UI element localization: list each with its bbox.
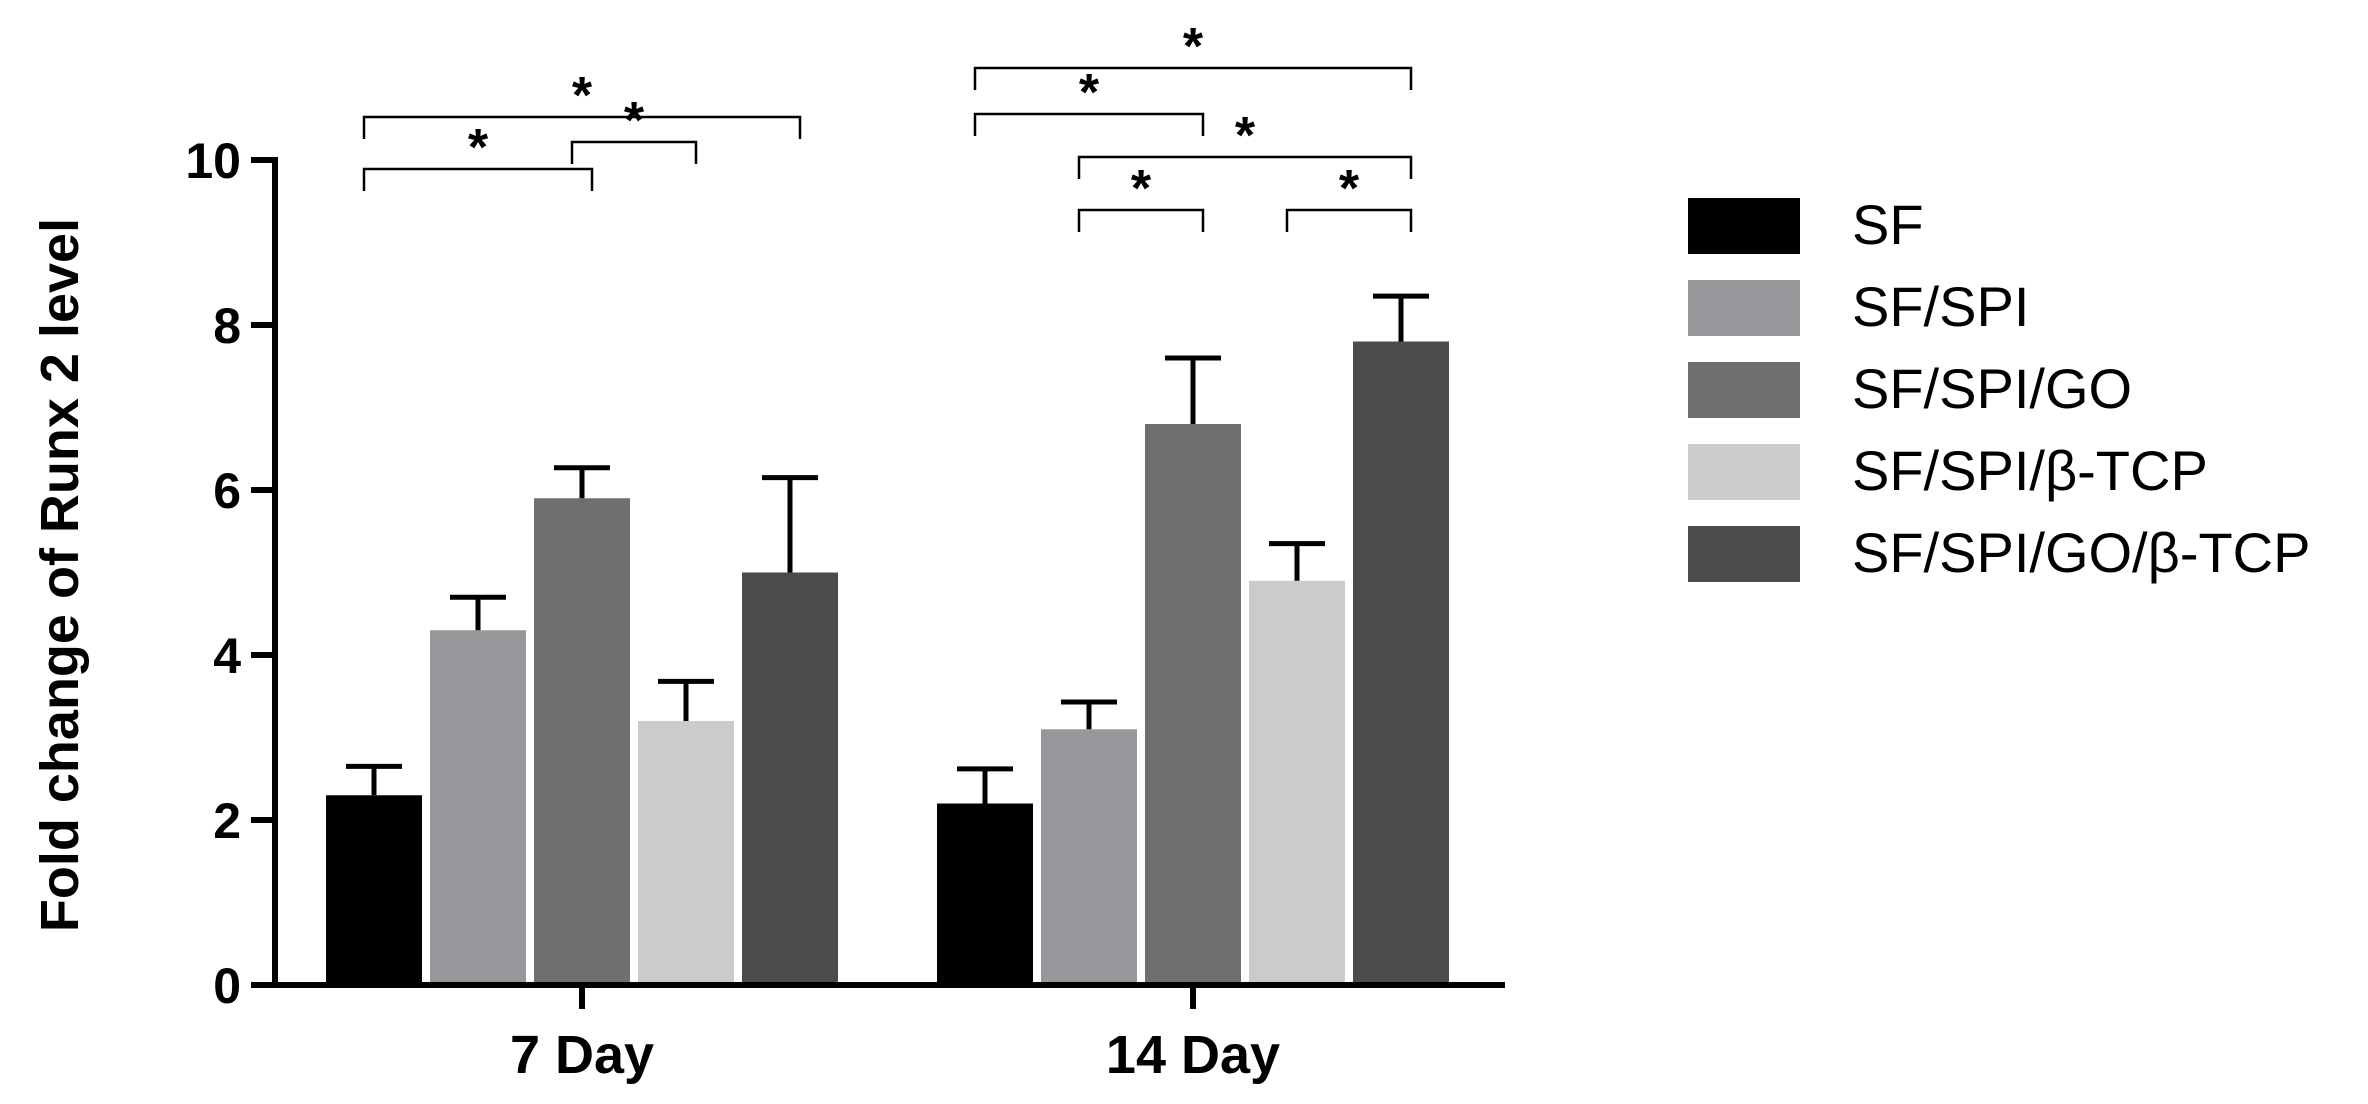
significance-bracket [1077,155,1413,179]
significance-star: * [1183,18,1204,76]
x-category-label: 7 Day [510,1025,654,1085]
y-tick-label: 4 [213,628,241,684]
significance-star: * [1235,107,1256,165]
y-axis-title: Fold change of Runx 2 level [30,218,90,932]
legend-label: SF/SPI/GO/β-TCP [1852,521,2310,584]
legend-swatch [1688,444,1800,500]
bar-sf-spi-tcp-7-day [638,721,734,985]
bar-sf-spi-go-14-day [1145,424,1241,985]
legend-swatch [1688,198,1800,254]
legend-label: SF/SPI/GO [1852,357,2132,420]
significance-bracket [973,66,1413,90]
significance-star: * [1339,160,1360,218]
y-tick-label: 0 [213,958,241,1014]
y-tick-label: 2 [213,793,241,849]
bar-sf-spi-7-day [430,630,526,985]
legend-label: SF/SPI [1852,275,2029,338]
significance-bracket [1077,208,1205,232]
significance-star: * [1079,64,1100,122]
bar-sf-7-day [326,795,422,985]
bar-sf-spi-go-7-day [534,498,630,985]
axes: 0 2 4 6 8 10 7 Day 14 Day [185,133,1505,1085]
significance-bracket [362,115,802,139]
y-tick-label: 10 [185,133,241,189]
significance-bracket [1285,208,1413,232]
significance-bracket [570,140,698,164]
legend-label: SF [1852,193,1924,256]
bar-sf-spi-go-tcp-7-day [742,572,838,985]
y-tick-label: 8 [213,298,241,354]
significance-bracket [973,112,1205,136]
significance-star: * [1131,160,1152,218]
significance-star: * [624,92,645,150]
error-bars [346,293,1429,804]
bar-sf-spi-14-day [1041,729,1137,985]
significance-bracket [362,167,594,191]
y-tick-label: 6 [213,463,241,519]
legend-swatch [1688,362,1800,418]
legend-label: SF/SPI/β-TCP [1852,439,2208,502]
legend: SF SF/SPI SF/SPI/GO SF/SPI/β-TCP SF/SPI/GO/β… [1688,193,2310,584]
bar-sf-14-day [937,803,1033,985]
significance-star: * [468,119,489,177]
bar-sf-spi-go-tcp-14-day [1353,341,1449,985]
x-category-label: 14 Day [1106,1025,1280,1085]
significance-brackets: * * * * * * * * [362,18,1413,232]
legend-swatch [1688,280,1800,336]
legend-swatch [1688,526,1800,582]
bar-sf-spi-tcp-14-day [1249,580,1345,985]
significance-star: * [572,67,593,125]
bars [326,341,1449,985]
